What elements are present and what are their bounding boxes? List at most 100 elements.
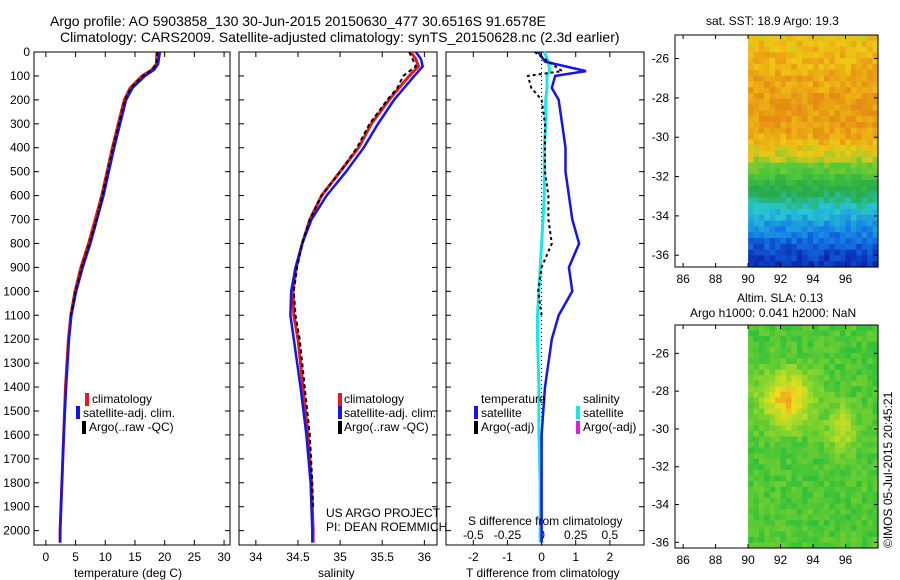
map-cell (796, 347, 803, 354)
map-cell (829, 436, 836, 443)
map-cell (758, 503, 765, 510)
map-cell (786, 174, 792, 181)
map-cell (758, 436, 765, 443)
map-cell (813, 185, 819, 193)
map-cell (791, 347, 798, 354)
map-cell (758, 525, 765, 532)
map-cell (802, 442, 809, 449)
map-cell (775, 458, 782, 465)
map-cell (753, 261, 760, 268)
map-cell (813, 162, 819, 169)
legend-swatch-climatology (85, 393, 89, 406)
map-cell (753, 514, 760, 521)
map-cell (775, 330, 782, 337)
map-cell (813, 403, 819, 410)
map-cell (802, 46, 809, 53)
map-cell (823, 330, 830, 337)
map-cell (829, 203, 836, 210)
map-cell (764, 75, 771, 82)
map-cell (840, 238, 847, 245)
map-cell (780, 191, 787, 198)
map-cell (834, 525, 841, 532)
map-cell (791, 486, 798, 493)
legend-label-t-satellite: satellite (481, 406, 522, 420)
map-cell (823, 156, 830, 164)
map-cell (867, 98, 874, 106)
map-cell (764, 341, 771, 348)
map-cell (748, 503, 755, 510)
map-cell (829, 185, 836, 193)
map-cell (850, 238, 857, 245)
map-cell (786, 197, 792, 204)
map-cell (796, 139, 803, 146)
map-cell (872, 464, 879, 471)
map-cell (786, 35, 792, 42)
map-cell (861, 139, 868, 146)
map-cell (834, 238, 841, 245)
map-cell (775, 139, 782, 146)
map-cell (829, 40, 836, 48)
map-cell (748, 447, 755, 454)
map-cell (807, 336, 814, 343)
map-cell (807, 464, 814, 471)
map-cell (818, 403, 825, 410)
map-cell (850, 453, 857, 460)
map-cell (791, 122, 798, 129)
map-y-tick-label: -32 (652, 460, 670, 474)
map-cell (845, 145, 852, 152)
y-tick-label: 1500 (3, 404, 30, 418)
map-cell (840, 191, 847, 198)
map-cell (856, 503, 863, 510)
map-cell (850, 197, 857, 204)
map-cell (861, 52, 868, 59)
map-cell (780, 536, 787, 544)
map-cell (780, 174, 787, 181)
map-cell (813, 364, 819, 371)
map-cell (861, 470, 868, 477)
map-cell (813, 238, 819, 245)
map-cell (796, 93, 803, 100)
map-cell (845, 408, 852, 415)
map-cell (834, 145, 841, 152)
map-cell (769, 104, 776, 111)
map-cell (834, 226, 841, 233)
map-cell (840, 145, 847, 152)
map-cell (807, 87, 814, 94)
map-cell (818, 347, 825, 354)
map-cell (780, 116, 787, 123)
map-cell (823, 509, 830, 516)
map-cell (796, 391, 803, 399)
map-cell (850, 116, 857, 123)
map-cell (758, 425, 765, 432)
map-cell (872, 369, 879, 376)
map-cell (769, 375, 776, 382)
map-cell (872, 168, 879, 175)
x-tick-label: 25 (188, 550, 202, 564)
map-cell (872, 93, 879, 100)
map-cell (802, 174, 809, 181)
map-cell (850, 414, 857, 421)
map-cell (764, 464, 771, 471)
map-cell (834, 174, 841, 181)
map-cell (780, 336, 787, 343)
series-line-t-argo (526, 51, 565, 316)
map-cell (845, 364, 852, 371)
map-cell (791, 238, 798, 245)
map-cell (850, 232, 857, 239)
map-cell (802, 58, 809, 65)
map-cell (748, 364, 755, 371)
map-cell (775, 174, 782, 181)
map-cell (850, 64, 857, 71)
map-frame (674, 34, 879, 268)
map-cell (845, 185, 852, 193)
map-cell (856, 162, 863, 169)
map-cell (850, 145, 857, 152)
map-cell (829, 470, 836, 477)
map-cell (802, 243, 809, 251)
map-cell (786, 453, 792, 460)
map-cell (813, 87, 819, 94)
map-cell (796, 364, 803, 371)
map-cell (818, 243, 825, 251)
map-cell (786, 509, 792, 516)
map-cell (748, 255, 755, 262)
